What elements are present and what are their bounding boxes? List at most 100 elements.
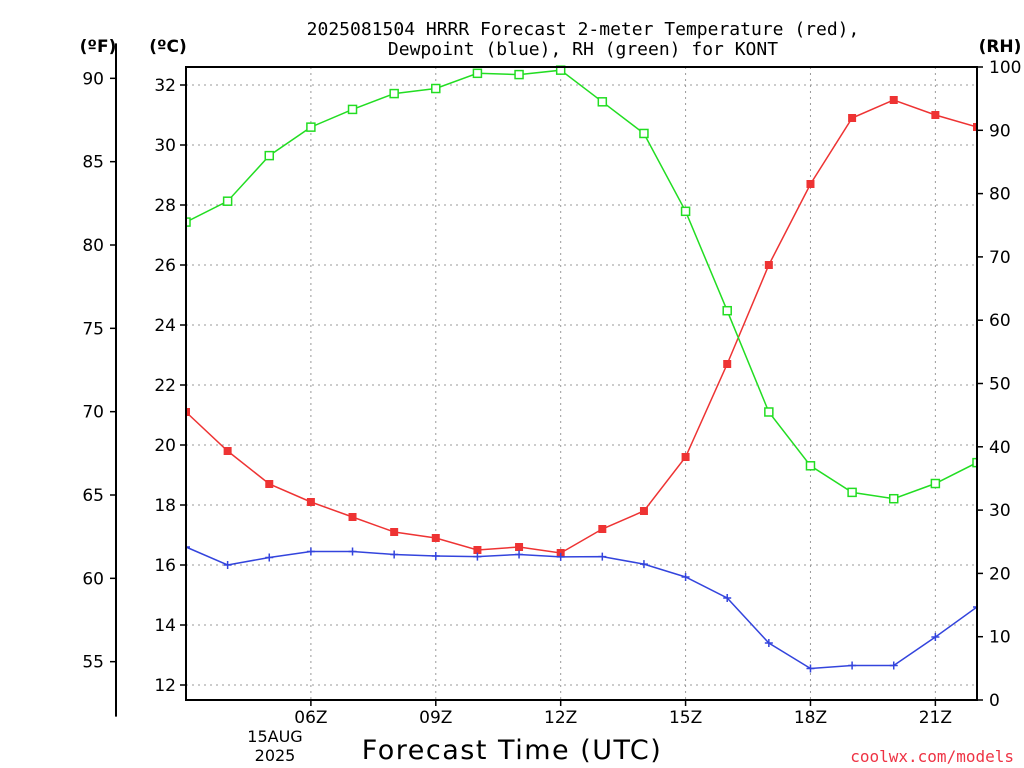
temperature-point: [681, 453, 690, 461]
temperature-point: [431, 534, 440, 542]
rh-point: [597, 97, 608, 107]
rh-point: [805, 461, 816, 471]
celsius-tick-label: 18: [154, 496, 176, 516]
rh-tick-label: 70: [989, 248, 1011, 268]
temperature-point: [265, 480, 274, 488]
celsius-tick-label: 14: [154, 616, 176, 636]
fahrenheit-tick-label: 80: [82, 236, 104, 256]
chart-title-line1: 2025081504 HRRR Forecast 2-meter Tempera…: [307, 19, 860, 40]
rh-point: [722, 305, 732, 316]
dewpoint-point: [431, 552, 440, 560]
rh-point: [264, 150, 275, 161]
temperature-point: [473, 546, 482, 554]
rh-point: [389, 88, 399, 99]
rh-point: [472, 68, 483, 79]
time-tick-label: 12Z: [544, 708, 577, 728]
date-label-day: 15AUG: [247, 727, 302, 746]
rh-tick-label: 20: [989, 564, 1011, 584]
plot-frame: [185, 66, 978, 701]
time-tick-label: 21Z: [919, 708, 952, 728]
rh-tick-label: 80: [989, 185, 1011, 205]
dewpoint-point: [556, 552, 565, 561]
celsius-tick-label: 30: [154, 136, 176, 156]
dewpoint-point: [723, 594, 732, 602]
celsius-axis: 12 14 16 18 20 22 24 26 28 30 32: [154, 76, 186, 696]
rh-tick-label: 0: [989, 691, 1000, 711]
rh-tick-label: 90: [989, 121, 1011, 141]
temperature-point: [931, 111, 940, 119]
watermark: coolwx.com/models: [850, 747, 1014, 766]
rh-axis: 0 10 20 30 40 50 60 70 80 90 100: [977, 58, 1021, 711]
temperature-point: [598, 525, 607, 533]
rh-point: [680, 206, 691, 217]
temperature-point: [806, 180, 815, 188]
rh-point: [306, 122, 316, 132]
temperature-point: [973, 123, 977, 131]
dewpoint-point: [348, 547, 357, 556]
fahrenheit-tick-label: 55: [82, 653, 104, 673]
rh-point: [888, 493, 899, 504]
temperature-point: [889, 96, 898, 104]
rh-point: [514, 69, 524, 80]
date-label-year: 2025: [255, 746, 296, 765]
rh-point: [930, 478, 941, 489]
celsius-axis-unit: (ºC): [149, 37, 187, 57]
dewpoint-point: [186, 543, 190, 551]
x-axis-title: Forecast Time (UTC): [362, 735, 663, 766]
series-rh: [186, 65, 977, 504]
dewpoint-point: [931, 633, 940, 641]
temperature-point: [723, 360, 732, 368]
time-tick-label: 15Z: [669, 708, 702, 728]
celsius-tick-label: 32: [154, 76, 176, 96]
rh-tick-label: 10: [989, 628, 1011, 648]
rh-tick-label: 30: [989, 501, 1011, 521]
dewpoint-point: [473, 552, 482, 561]
rh-line: [186, 69, 977, 500]
celsius-tick-label: 16: [154, 556, 176, 576]
dewpoint-point: [639, 560, 648, 569]
fahrenheit-tick-label: 85: [82, 153, 104, 173]
dewpoint-point: [848, 661, 857, 670]
fahrenheit-axis: 55 60 65 70 75 80 85 90: [82, 43, 117, 717]
temperature-point: [515, 543, 524, 551]
rh-point: [186, 217, 191, 227]
rh-tick-label: 50: [989, 375, 1011, 395]
rh-point: [222, 196, 233, 206]
rh-point: [431, 83, 441, 94]
chart-title-line2: Dewpoint (blue), RH (green) for KONT: [388, 39, 778, 60]
celsius-tick-label: 22: [154, 376, 176, 396]
time-tick-label: 09Z: [419, 708, 452, 728]
rh-axis-unit: (RH): [979, 37, 1022, 57]
time-axis: 06Z 09Z 12Z 15Z 18Z 21Z: [294, 700, 952, 728]
dewpoint-point: [515, 550, 524, 559]
dewpoint-point: [806, 664, 815, 673]
celsius-tick-label: 28: [154, 196, 176, 216]
rh-point: [764, 407, 774, 417]
fahrenheit-tick-label: 90: [82, 69, 104, 89]
fahrenheit-tick-label: 75: [82, 319, 104, 339]
temperature-point: [186, 408, 190, 416]
dewpoint-point: [390, 550, 399, 559]
fahrenheit-axis-unit: (ºF): [80, 37, 117, 57]
data-series: [186, 65, 977, 673]
time-tick-label: 06Z: [294, 708, 327, 728]
rh-tick-label: 100: [989, 58, 1021, 78]
celsius-tick-label: 12: [154, 676, 176, 696]
temperature-point: [348, 513, 357, 521]
temperature-line: [186, 99, 977, 554]
dewpoint-point: [973, 603, 977, 611]
dewpoint-point: [681, 573, 690, 581]
celsius-tick-label: 24: [154, 316, 176, 336]
dewpoint-point: [306, 547, 315, 556]
rh-tick-label: 60: [989, 311, 1011, 331]
dewpoint-point: [223, 561, 232, 569]
rh-point: [347, 104, 358, 115]
rh-point: [639, 128, 649, 139]
temperature-point: [223, 447, 232, 455]
celsius-tick-label: 26: [154, 256, 176, 276]
rh-point: [847, 487, 857, 498]
fahrenheit-tick-label: 70: [82, 403, 104, 423]
temperature-point: [306, 498, 315, 506]
